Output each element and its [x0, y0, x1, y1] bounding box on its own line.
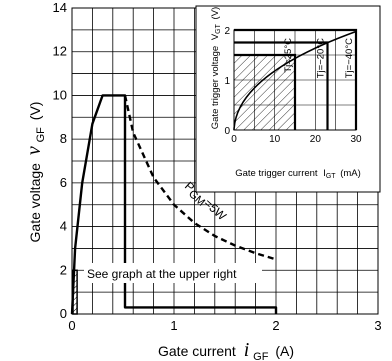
inset-y-tick-label: 2	[224, 26, 230, 37]
y-axis-symbol: v	[23, 146, 45, 155]
y-tick-label: 14	[53, 0, 67, 15]
svg-text:Gate current i GF: Gate current i GF (A)	[158, 339, 294, 361]
see-graph-annotation: See graph at the upper right	[87, 267, 237, 281]
y-tick-label: 8	[60, 131, 67, 146]
x-tick-label: 0	[68, 318, 75, 333]
gate-limit-series	[70, 94, 278, 315]
inset-series-line	[234, 28, 358, 130]
y-tick-label: 6	[60, 175, 67, 190]
y-axis-text: Gate voltage	[27, 163, 43, 243]
y-axis-subscript: GF	[35, 127, 47, 143]
x-axis-subscript: GF	[253, 351, 269, 361]
inset-x-axis-label: Gate trigger current IGT (mA)	[235, 168, 361, 181]
inset-series-label: Tj=−40°C	[344, 38, 355, 78]
inset-y-tick-label: 0	[224, 126, 230, 137]
x-tick-label: 3	[374, 318, 381, 333]
x-tick-label: 1	[170, 318, 177, 333]
main-y-axis-label: Gate voltage v GF (V)	[23, 102, 47, 243]
inset-series-line	[234, 41, 329, 130]
inset-hatch-region	[234, 55, 295, 130]
inset-x-tick-label: 0	[231, 134, 237, 145]
y-tick-label: 12	[53, 44, 67, 59]
inset-y-axis-label: Gate trigger voltage VGT (V)	[210, 7, 223, 129]
inset-x-tick-label: 20	[310, 134, 322, 145]
inset-x-tick-label: 10	[269, 134, 281, 145]
y-axis-unit: (V)	[27, 102, 43, 121]
inset-y-tick-labels: 0 1 2	[224, 26, 230, 137]
inset-series-label: Tj=−20°C	[316, 38, 327, 78]
svg-text:Gate trigger current IGT: Gate trigger current IGT (mA)	[235, 168, 361, 181]
inset-y-axis-unit: (V)	[210, 7, 221, 20]
main-x-tick-labels: 0 1 2 3	[68, 318, 381, 333]
y-tick-label: 2	[60, 262, 67, 277]
see-graph-box	[84, 263, 262, 283]
x-axis-unit: (A)	[275, 343, 294, 359]
y-tick-label: 10	[53, 87, 67, 102]
inset-y-axis-symbol: V	[210, 33, 221, 40]
pgm-curve-series	[123, 95, 277, 261]
main-x-axis-label: Gate current i GF (A)	[158, 339, 294, 361]
inset-series-label: Tj=25°C	[283, 38, 294, 73]
svg-text:Gate trigger voltage VGT: Gate trigger voltage VGT (V)	[210, 7, 223, 129]
inset-y-axis-sub: GT	[215, 23, 222, 33]
inset-x-tick-labels: 0 10 20 30	[231, 134, 362, 145]
inset-x-axis-symbol: I	[323, 168, 326, 179]
inset-series-group: Tj=25°C Tj=−20°C Tj=−40°C	[233, 28, 358, 131]
y-tick-label: 4	[60, 219, 67, 234]
inset-y-tick-label: 1	[224, 76, 230, 87]
svg-text:Gate voltage v GF: Gate voltage v GF (V)	[23, 102, 47, 243]
inset-series-line	[234, 53, 297, 130]
inset-x-tick-label: 30	[350, 134, 362, 145]
inset-x-axis-text: Gate trigger current	[235, 168, 318, 179]
inset-boundary-curve	[233, 30, 357, 131]
inset-x-axis-sub: GT	[326, 173, 336, 180]
x-axis-text: Gate current	[158, 343, 236, 359]
x-tick-label: 2	[272, 318, 279, 333]
y-tick-label: 0	[60, 306, 67, 321]
x-axis-symbol: i	[244, 339, 250, 361]
inset-x-axis-unit: (mA)	[340, 168, 361, 179]
main-series-group	[70, 94, 278, 315]
main-y-tick-labels: 0 2 4 6 8 10 12 14	[53, 0, 67, 321]
inset-y-axis-text: Gate trigger voltage	[210, 46, 221, 129]
